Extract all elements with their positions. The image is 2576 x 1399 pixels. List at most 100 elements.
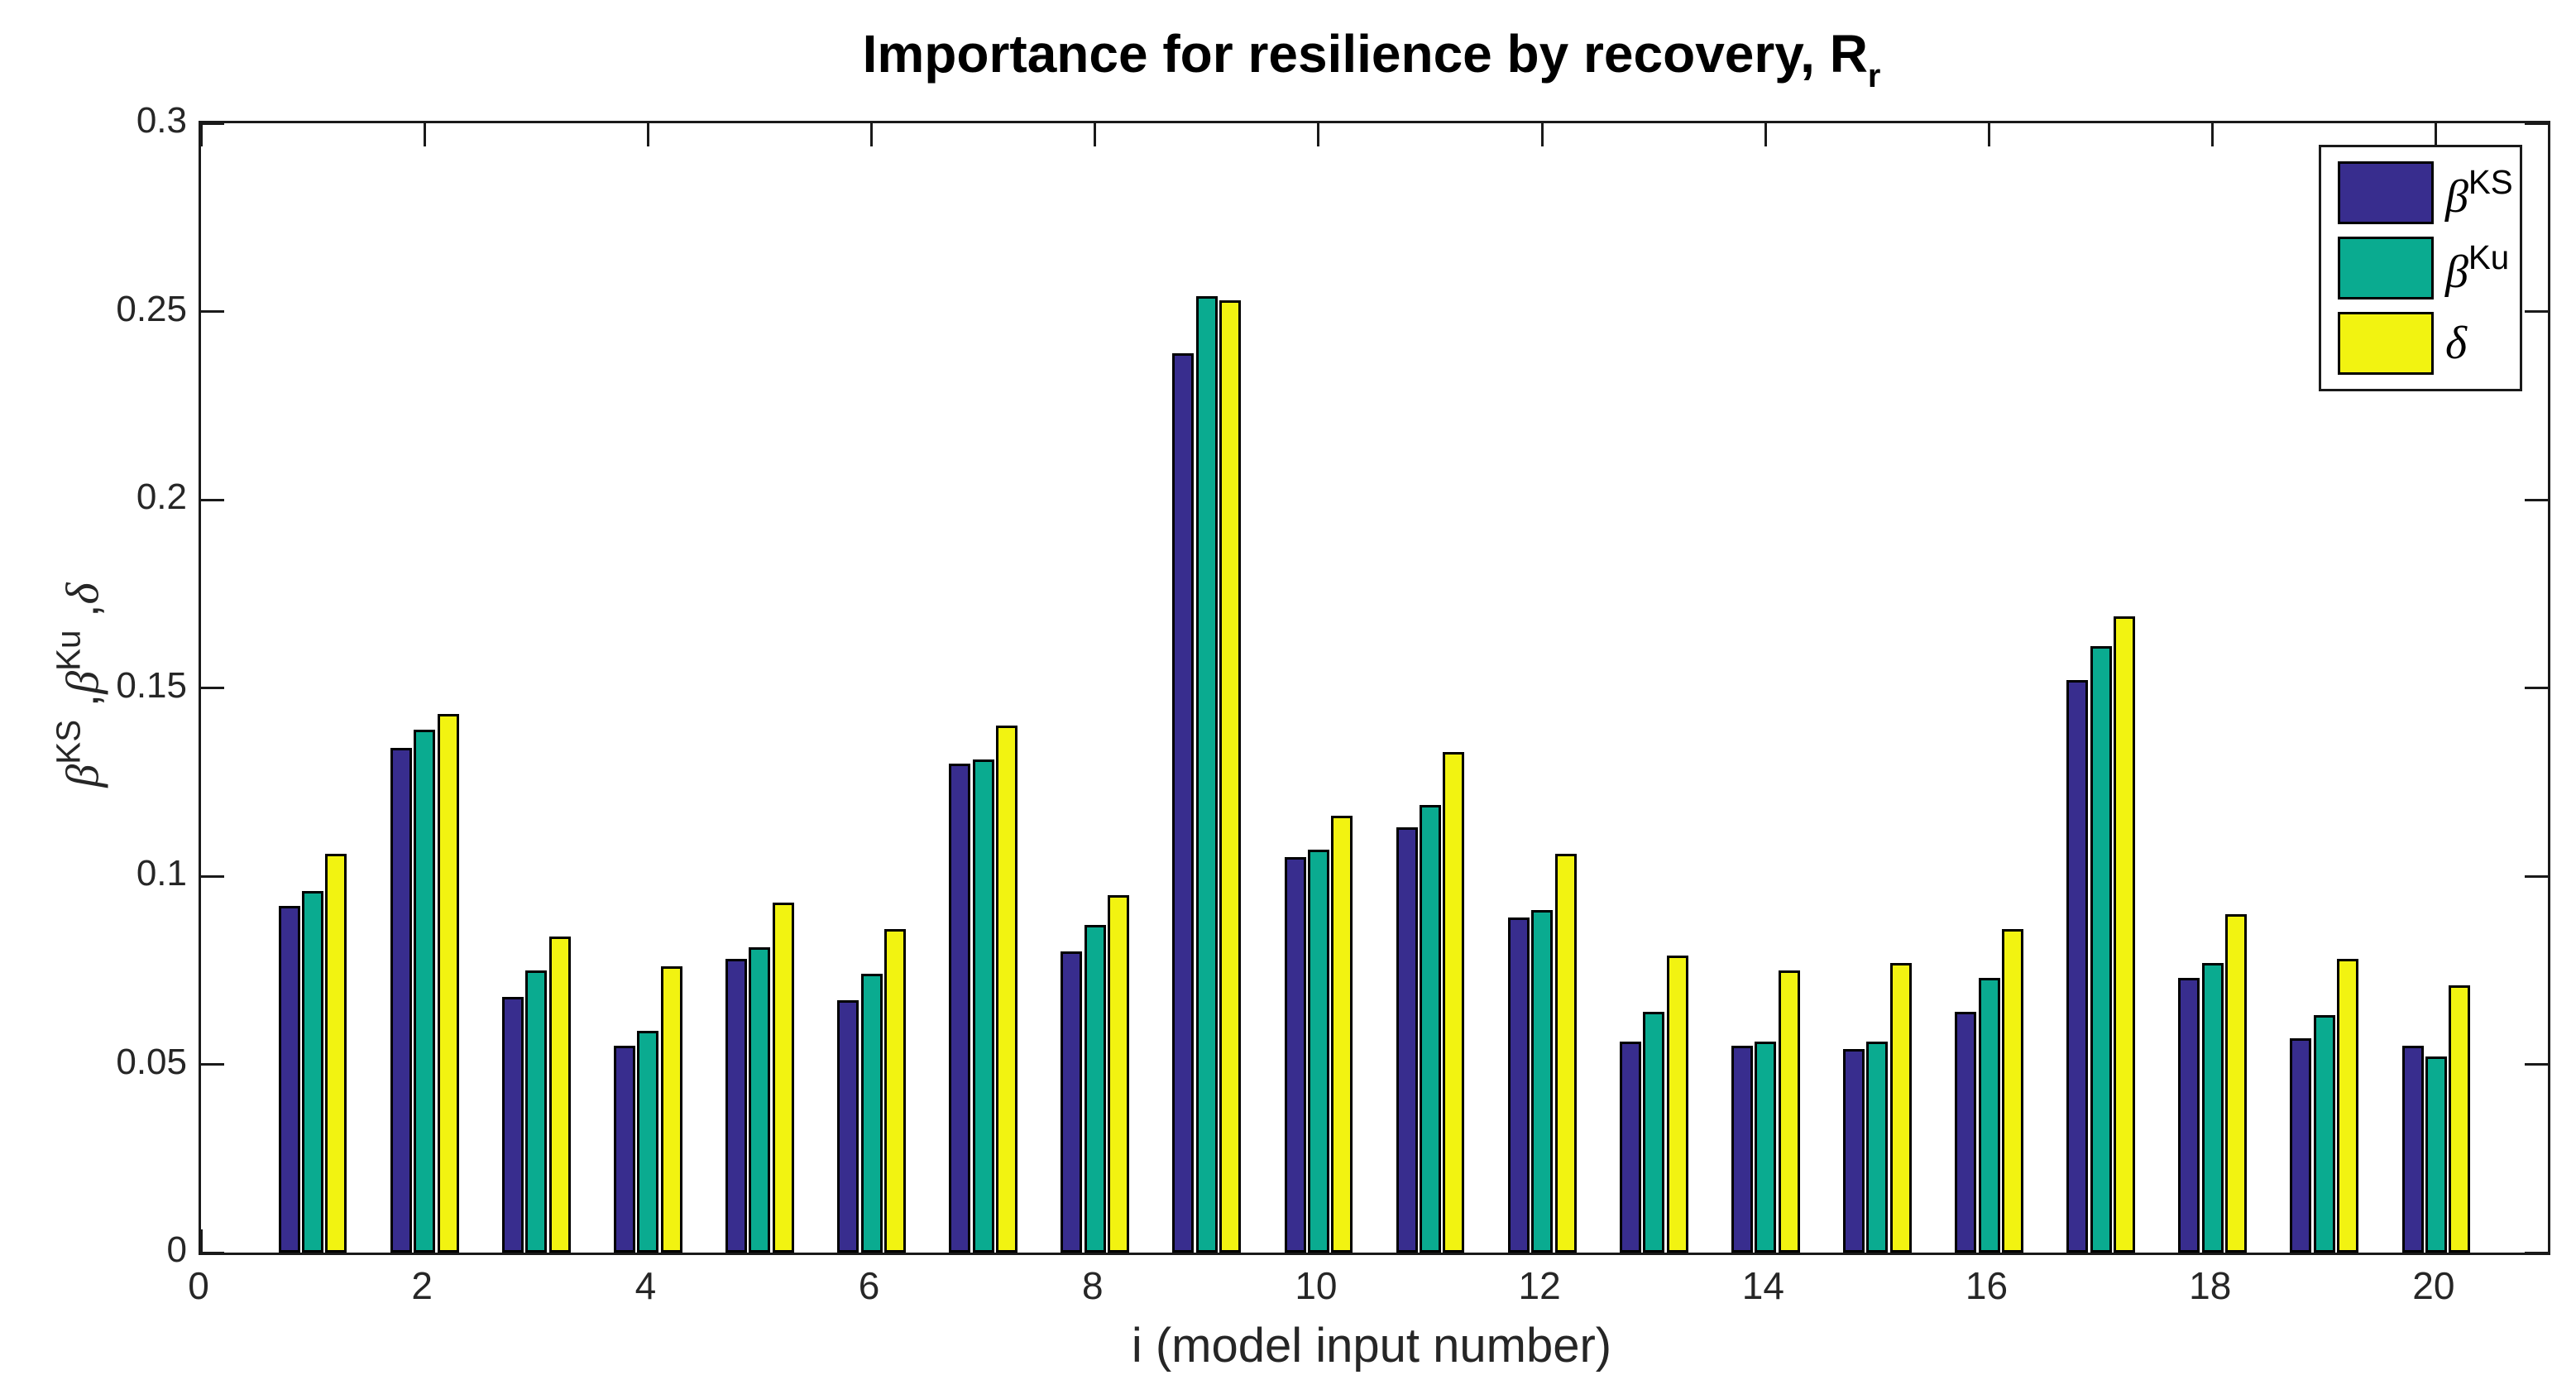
x-tick-mark-top xyxy=(1094,123,1097,146)
legend-symbol: β xyxy=(2445,247,2468,299)
bar-beta-ku-i14 xyxy=(1755,1042,1777,1253)
legend-item: βKu xyxy=(2338,236,2520,299)
x-tick-mark-top xyxy=(1988,123,1991,146)
legend-swatch xyxy=(2338,311,2434,375)
x-tick-label: 4 xyxy=(634,1264,657,1307)
bar-delta-i3 xyxy=(548,936,571,1253)
y-tick-mark-right xyxy=(2525,687,2548,689)
bar-beta-ks-i3 xyxy=(501,996,524,1253)
plot-area xyxy=(199,121,2550,1255)
bar-delta-i12 xyxy=(1554,853,1577,1253)
x-tick-mark-top xyxy=(870,123,874,146)
x-tick-label: 0 xyxy=(188,1264,209,1307)
bar-delta-i13 xyxy=(1666,955,1688,1253)
bar-beta-ku-i13 xyxy=(1643,1011,1665,1253)
legend-symbol-superscript: KS xyxy=(2468,163,2513,202)
x-tick-mark-top xyxy=(2435,123,2438,146)
legend-item-label: βKu xyxy=(2445,241,2509,295)
bar-delta-i16 xyxy=(2001,928,2023,1253)
bar-delta-i18 xyxy=(2225,913,2248,1253)
bar-beta-ku-i5 xyxy=(749,947,771,1253)
bar-beta-ku-i18 xyxy=(2201,962,2224,1253)
bar-beta-ks-i8 xyxy=(1061,951,1083,1253)
x-tick-label: 14 xyxy=(1741,1264,1784,1307)
y-tick-mark xyxy=(201,687,224,689)
y-tick-mark xyxy=(201,498,224,501)
bar-beta-ku-i11 xyxy=(1420,804,1442,1253)
bar-beta-ks-i5 xyxy=(725,959,748,1253)
bar-beta-ku-i19 xyxy=(2313,1015,2335,1253)
bar-beta-ku-i12 xyxy=(1531,909,1554,1253)
bar-delta-i2 xyxy=(437,714,459,1253)
bar-beta-ks-i10 xyxy=(1284,857,1306,1253)
bar-delta-i10 xyxy=(1331,816,1353,1253)
legend-item: δ xyxy=(2338,311,2520,375)
bar-delta-i8 xyxy=(1108,894,1130,1253)
y-tick-mark-right xyxy=(2525,1251,2548,1254)
x-tick-label: 16 xyxy=(1965,1264,2009,1307)
y-tick-mark xyxy=(201,310,224,313)
legend-swatch xyxy=(2338,236,2434,299)
bar-beta-ks-i12 xyxy=(1507,917,1530,1253)
bar-beta-ks-i4 xyxy=(614,1045,635,1253)
bar-beta-ku-i10 xyxy=(1307,850,1329,1253)
bar-beta-ks-i15 xyxy=(1843,1049,1865,1253)
legend-item-label: δ xyxy=(2445,319,2467,367)
x-tick-mark xyxy=(199,1229,203,1253)
legend-symbol: δ xyxy=(2445,318,2468,370)
bar-beta-ks-i1 xyxy=(278,906,300,1253)
y-axis-label-part: , xyxy=(55,693,108,720)
y-tick-mark-right xyxy=(2525,122,2548,125)
bar-delta-i17 xyxy=(2113,616,2135,1253)
x-tick-label: 8 xyxy=(1081,1264,1104,1307)
chart-title-text: Importance for resilience by recovery, R xyxy=(862,24,1868,84)
y-axis-label-part: , xyxy=(55,604,108,630)
bar-delta-i9 xyxy=(1219,299,1242,1253)
y-axis-label-superscript: KS xyxy=(49,719,88,764)
y-tick-label: 0.2 xyxy=(136,477,187,517)
bar-beta-ku-i6 xyxy=(860,974,883,1253)
bar-beta-ku-i8 xyxy=(1084,925,1106,1253)
bar-beta-ku-i7 xyxy=(972,759,994,1253)
x-tick-mark-top xyxy=(1764,123,1767,146)
chart-title: Importance for resilience by recovery, R… xyxy=(863,23,1881,95)
bar-delta-i4 xyxy=(660,966,682,1253)
bar-beta-ku-i15 xyxy=(1866,1042,1889,1253)
bar-beta-ks-i9 xyxy=(1172,352,1195,1253)
bar-beta-ku-i2 xyxy=(414,729,436,1253)
y-tick-mark xyxy=(201,1063,224,1066)
bar-delta-i15 xyxy=(1889,962,1912,1253)
bar-delta-i6 xyxy=(883,928,906,1253)
y-tick-mark xyxy=(201,874,224,878)
y-axis-label-part: β xyxy=(57,764,109,788)
y-tick-label: 0.15 xyxy=(116,664,187,706)
y-tick-mark-right xyxy=(2525,874,2548,878)
bar-beta-ku-i17 xyxy=(2090,646,2112,1253)
bar-beta-ks-i14 xyxy=(1731,1045,1753,1253)
bar-delta-i20 xyxy=(2449,985,2471,1253)
bar-beta-ks-i6 xyxy=(837,1000,859,1253)
legend-symbol-superscript: Ku xyxy=(2468,237,2510,276)
bar-delta-i11 xyxy=(1443,751,1465,1253)
y-tick-mark-right xyxy=(2525,1063,2548,1066)
y-axis-label-part: δ xyxy=(57,582,109,605)
x-tick-mark-top xyxy=(199,123,203,146)
x-tick-mark-top xyxy=(423,123,426,146)
bar-beta-ks-i13 xyxy=(1619,1042,1641,1253)
y-axis-label-part: β xyxy=(57,670,109,694)
y-tick-label: 0.05 xyxy=(116,1041,187,1082)
y-tick-mark xyxy=(201,122,224,125)
bar-beta-ks-i11 xyxy=(1396,826,1418,1253)
y-tick-mark-right xyxy=(2525,498,2548,501)
bar-beta-ku-i1 xyxy=(302,891,324,1253)
chart-title-subscript: r xyxy=(1867,57,1881,94)
bar-delta-i5 xyxy=(772,902,794,1253)
y-axis-label-superscript: Ku xyxy=(49,630,88,671)
x-tick-label: 10 xyxy=(1295,1264,1338,1307)
x-axis-label: i (model input number) xyxy=(1131,1319,1612,1373)
bar-beta-ku-i16 xyxy=(1978,977,2000,1253)
legend-swatch xyxy=(2338,161,2434,225)
x-tick-mark-top xyxy=(646,123,649,146)
legend-item-label: βKS xyxy=(2445,165,2513,220)
